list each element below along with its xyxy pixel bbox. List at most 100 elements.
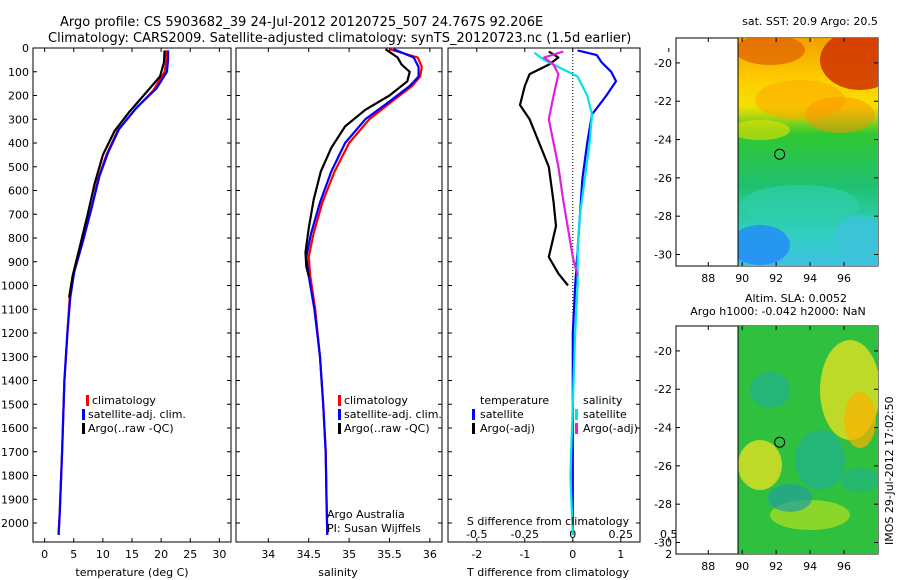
- legend-swatch-s-argo: [575, 423, 578, 434]
- temperature-x-axis: 0 5 10 15 20 25 30: [41, 48, 226, 561]
- difference-axes-frame: [447, 47, 641, 543]
- imos-timestamp: IMOS 29-Jul-2012 17:02:50: [883, 396, 896, 545]
- series-line-s-satellite: [533, 51, 594, 535]
- y-tick-label: 800: [8, 232, 29, 245]
- map-x-tick-label: 90: [735, 272, 749, 285]
- legend-swatch-climatology: [338, 395, 341, 406]
- map-y-tick-label: -24: [654, 134, 672, 147]
- salinity-x-axis: 34 34.5 35 35.5 36: [261, 48, 437, 561]
- salinity-series: [304, 48, 423, 535]
- x-tick-label: 34: [261, 548, 275, 561]
- legend-label-climatology: climatology: [92, 394, 156, 407]
- map-x-tick-label: 94: [803, 272, 817, 285]
- series-line-s-argo-adj-: [542, 50, 579, 277]
- y-tick-label: 600: [8, 185, 29, 198]
- x-tick-label: 1: [617, 548, 624, 561]
- x-tick-label: 10: [96, 548, 110, 561]
- map-y-tick-label: -30: [654, 537, 672, 550]
- map-y-tick-label: -30: [654, 249, 672, 262]
- depth-axis: 0 100 200 300 400 500 600 700 800 900 1000 1100 1200…: [1, 42, 231, 530]
- salinity-y-ticks: [236, 47, 442, 524]
- argo-float-marker: [774, 436, 786, 448]
- sst-warm-patch: [738, 120, 790, 140]
- map-y-tick-label: -22: [654, 95, 672, 108]
- map-y-tick-label: -22: [654, 383, 672, 396]
- sst-warm-patch: [738, 38, 805, 65]
- salinity-legend: climatology satellite-adj. clim. Argo(..…: [338, 394, 442, 435]
- map-y-tick-label: -20: [654, 345, 672, 358]
- legend-label-s-argo: Argo(-adj): [583, 422, 638, 435]
- map-y-tick-label: -26: [654, 172, 672, 185]
- sst-cool-patch: [740, 185, 860, 225]
- argo-float-marker: [774, 148, 786, 160]
- legend-swatch-satellite-adj: [338, 409, 341, 420]
- sla-map-title2: Argo h1000: -0.042 h2000: NaN: [690, 305, 866, 318]
- x-tick-label: 35: [342, 548, 356, 561]
- figure-title-line2: Climatology: CARS2009. Satellite-adjuste…: [48, 31, 631, 46]
- series-line-argo-raw-qc-: [68, 50, 166, 298]
- legend-swatch-t-argo: [472, 423, 475, 434]
- sla-low-patch: [750, 372, 790, 408]
- difference-y-ticks: [448, 47, 640, 524]
- legend-label-argo: Argo(..raw -QC): [88, 422, 174, 435]
- sla-high-patch: [738, 440, 782, 490]
- map-x-tick-label: 96: [837, 560, 851, 573]
- legend-header-temperature: temperature: [480, 394, 549, 407]
- x2-tick-label: 0.25: [609, 528, 634, 541]
- y-tick-label: 100: [8, 66, 29, 79]
- temperature-panel: 0100200300400500600700800900100011001200…: [1, 42, 232, 579]
- sst-cool-patch: [738, 225, 790, 265]
- annotation-pi: PI: Susan Wijffels: [327, 522, 421, 535]
- legend-label-satellite-adj: satellite-adj. clim.: [88, 408, 186, 421]
- y-tick-label: 400: [8, 137, 29, 150]
- x-tick-label: 30: [212, 548, 226, 561]
- y-tick-label: 1700: [1, 446, 29, 459]
- legend-swatch-s-satellite: [575, 409, 578, 420]
- x-tick-label: 0: [569, 548, 576, 561]
- series-line-t-satellite: [571, 49, 618, 535]
- x-tick-label: 25: [183, 548, 197, 561]
- x-tick-label: -2: [471, 548, 482, 561]
- sla-map-axes: 88 90 92 94 96 -20 -22 -24 -26 -28 -30: [654, 326, 878, 573]
- series-line-satellite-adj-clim-: [305, 48, 420, 535]
- y-tick-label: 200: [8, 90, 29, 103]
- x-tick-label: 20: [154, 548, 168, 561]
- map-y-tick-label: -20: [654, 57, 672, 70]
- legend-swatch-argo: [82, 423, 85, 434]
- sla-high-patch: [844, 392, 876, 448]
- y-tick-label: 2000: [1, 517, 29, 530]
- legend-label-satellite-adj: satellite-adj. clim.: [344, 408, 442, 421]
- map-x-tick-label: 92: [769, 272, 783, 285]
- legend-header-salinity: salinity: [583, 394, 623, 407]
- y-tick-label: 500: [8, 161, 29, 174]
- sla-field: [738, 326, 878, 554]
- difference-legend: temperature salinity satellite Argo(-adj…: [472, 394, 638, 435]
- legend-label-t-satellite: satellite: [480, 408, 524, 421]
- x-tick-label: 2: [665, 548, 672, 561]
- map-x-tick-label: 94: [803, 560, 817, 573]
- y-tick-label: 1900: [1, 493, 29, 506]
- map-x-tick-label: 88: [701, 272, 715, 285]
- y-tick-label: 900: [8, 256, 29, 269]
- map-y-tick-label: -26: [654, 460, 672, 473]
- sst-cool-patch: [835, 215, 878, 255]
- x-tick-label: 5: [70, 548, 77, 561]
- x-tick-label: 15: [125, 548, 139, 561]
- x2-tick-label: 0.5: [660, 528, 678, 541]
- series-line-satellite-adj-clim-: [57, 50, 170, 535]
- map-x-tick-label: 90: [735, 560, 749, 573]
- series-line-t-argo-adj-: [518, 50, 569, 287]
- temperature-xlabel: temperature (deg C): [75, 566, 188, 579]
- sla-map-title1: Altim. SLA: 0.0052: [745, 292, 847, 305]
- map-y-tick-label: -28: [654, 210, 672, 223]
- map-y-tick-label: -24: [654, 422, 672, 435]
- y-tick-label: 1400: [1, 375, 29, 388]
- legend-swatch-climatology: [86, 395, 89, 406]
- sst-map-axes: 88 90 92 94 96 -20 -22 -24 -26 -28 -30: [654, 38, 878, 285]
- temperature-axes-frame: [32, 47, 232, 543]
- x2-tick-label: -0.5: [466, 528, 487, 541]
- t-difference-label: T difference from climatology: [466, 566, 629, 579]
- sla-map-panel: Altim. SLA: 0.0052 Argo h1000: -0.042 h2…: [654, 292, 879, 573]
- sst-map-panel: sat. SST: 20.9 Argo: 20.5 88 90 92 94 96 -20 -…: [654, 15, 879, 285]
